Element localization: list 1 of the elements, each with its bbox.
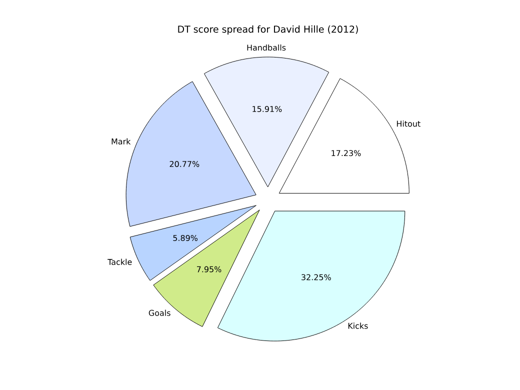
chart-title: DT score spread for David Hille (2012) [178, 25, 358, 35]
